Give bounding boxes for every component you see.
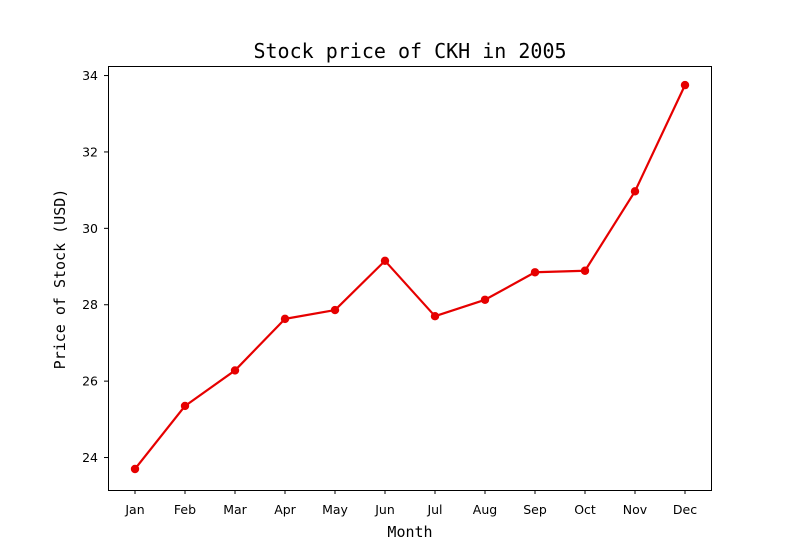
data-point-may bbox=[330, 305, 340, 315]
data-point-jun bbox=[380, 256, 390, 266]
x-tick-label: Jun bbox=[374, 502, 395, 517]
chart-title: Stock price of CKH in 2005 bbox=[253, 39, 566, 63]
x-axis-label: Month bbox=[387, 523, 432, 541]
y-tick-label: 26 bbox=[82, 374, 98, 389]
x-tick-label: Nov bbox=[623, 502, 648, 517]
x-tick-label: Feb bbox=[174, 502, 196, 517]
data-series bbox=[130, 80, 690, 474]
data-point-mar bbox=[230, 366, 240, 375]
data-point-aug bbox=[480, 295, 490, 304]
data-point-apr bbox=[280, 314, 290, 324]
data-point-oct bbox=[580, 266, 590, 275]
x-tick-label: Apr bbox=[274, 502, 296, 517]
y-tick-label: 34 bbox=[82, 68, 98, 83]
x-tick-label: May bbox=[322, 502, 348, 517]
x-axis: Jan Feb Mar Apr May Jun Jul Aug Sep Oct Nov Dec bbox=[124, 490, 697, 517]
data-point-jan bbox=[130, 464, 140, 474]
series-line bbox=[134, 84, 686, 470]
data-point-feb bbox=[180, 401, 190, 411]
data-point-sep bbox=[530, 268, 540, 277]
x-tick-label: Jan bbox=[124, 502, 144, 517]
y-tick-label: 24 bbox=[82, 450, 98, 465]
x-tick-label: Aug bbox=[473, 502, 497, 517]
x-tick-label: Oct bbox=[574, 502, 596, 517]
data-point-dec bbox=[680, 80, 690, 90]
y-axis: 24 26 28 30 32 34 bbox=[82, 68, 108, 465]
data-point-jul bbox=[430, 311, 440, 321]
plot-area-frame bbox=[108, 66, 712, 491]
x-tick-label: Sep bbox=[523, 502, 547, 517]
y-tick-label: 28 bbox=[82, 297, 98, 312]
y-tick-label: 30 bbox=[82, 221, 98, 236]
x-tick-label: Jul bbox=[426, 502, 442, 517]
data-point-nov bbox=[630, 187, 640, 196]
y-axis-label: Price of Stock (USD) bbox=[51, 189, 69, 370]
x-tick-label: Dec bbox=[673, 502, 697, 517]
y-tick-label: 32 bbox=[82, 144, 98, 159]
x-tick-label: Mar bbox=[223, 502, 247, 517]
